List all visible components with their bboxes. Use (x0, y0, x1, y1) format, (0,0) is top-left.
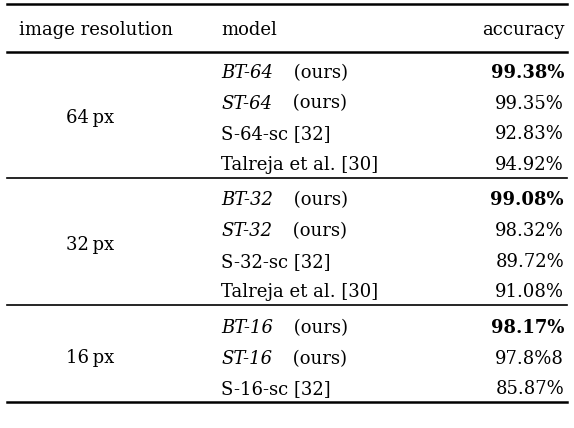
Text: Talreja et al. [30]: Talreja et al. [30] (222, 283, 378, 301)
Text: model: model (222, 21, 277, 39)
Text: ST-64: ST-64 (222, 95, 273, 113)
Text: Talreja et al. [30]: Talreja et al. [30] (222, 156, 378, 174)
Text: 32 px: 32 px (66, 236, 114, 255)
Text: (ours): (ours) (287, 350, 347, 368)
Text: 97.8%8: 97.8%8 (495, 350, 564, 368)
Text: BT-32: BT-32 (222, 191, 273, 209)
Text: 85.87%: 85.87% (495, 380, 564, 398)
Text: 99.35%: 99.35% (495, 95, 564, 113)
Text: 16 px: 16 px (66, 349, 114, 367)
Text: 99.38%: 99.38% (491, 64, 564, 82)
Text: 91.08%: 91.08% (495, 283, 564, 301)
Text: (ours): (ours) (288, 191, 348, 209)
Text: (ours): (ours) (288, 319, 348, 337)
Text: image resolution: image resolution (18, 21, 173, 39)
Text: ST-32: ST-32 (222, 222, 273, 240)
Text: 94.92%: 94.92% (495, 156, 564, 174)
Text: BT-16: BT-16 (222, 319, 273, 337)
Text: 98.17%: 98.17% (491, 319, 564, 337)
Text: (ours): (ours) (287, 222, 347, 240)
Text: BT-64: BT-64 (222, 64, 273, 82)
Text: 64 px: 64 px (66, 109, 114, 127)
Text: S-16-sc [32]: S-16-sc [32] (222, 380, 331, 398)
Text: (ours): (ours) (287, 95, 347, 113)
Text: (ours): (ours) (288, 64, 348, 82)
Text: S-32-sc [32]: S-32-sc [32] (222, 253, 331, 270)
Text: ST-16: ST-16 (222, 350, 273, 368)
Text: accuracy: accuracy (482, 21, 564, 39)
Text: S-64-sc [32]: S-64-sc [32] (222, 125, 331, 143)
Text: 99.08%: 99.08% (490, 191, 564, 209)
Text: 92.83%: 92.83% (495, 125, 564, 143)
Text: 89.72%: 89.72% (495, 253, 564, 270)
Text: 98.32%: 98.32% (495, 222, 564, 240)
